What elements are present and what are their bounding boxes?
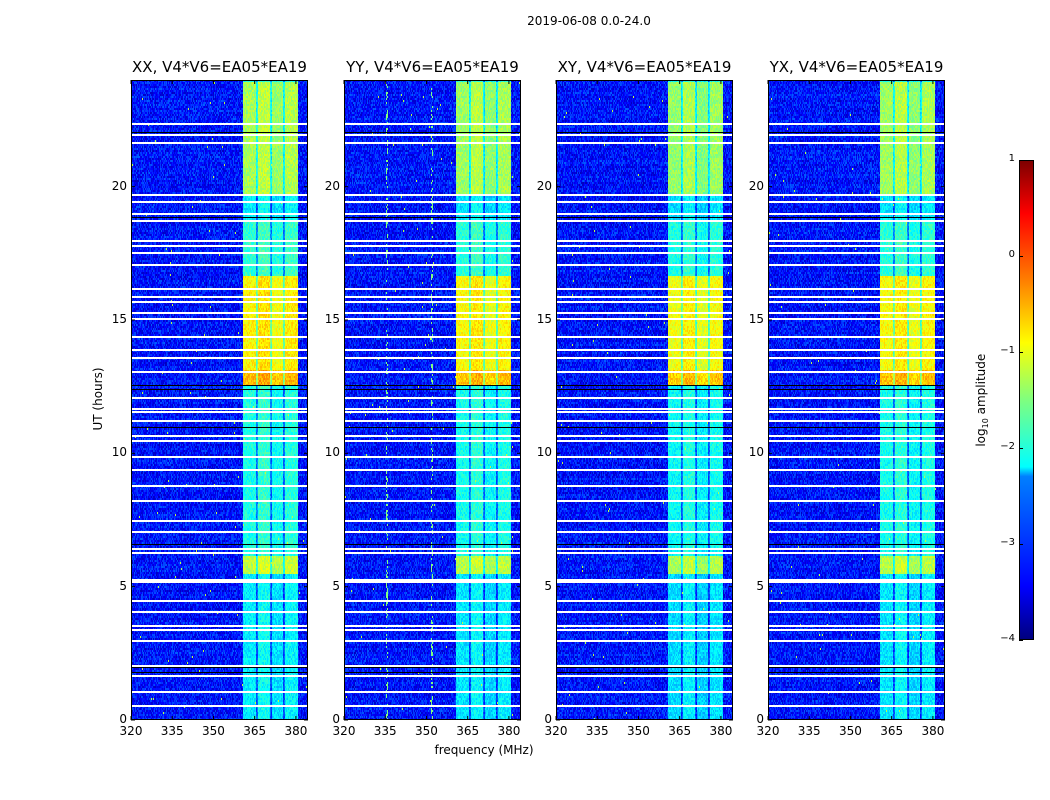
waterfall-panel-2: 320 335 350 365 380 0 5 10 15 20 [537, 80, 733, 738]
heatmap-image [131, 80, 308, 720]
y-tick-label: 10 [536, 445, 552, 460]
x-tick-label: 350 [202, 724, 225, 738]
x-tick-label: 350 [627, 724, 650, 738]
x-tick-label: 380 [284, 724, 308, 738]
colorbar-tick-label: 0 [1008, 249, 1015, 260]
x-tick-label: 335 [373, 724, 397, 738]
y-tick-label: 0 [756, 712, 764, 726]
axes-frame [344, 80, 521, 720]
x-tick-label: 365 [880, 724, 904, 738]
colorbar-tick-mark [1019, 544, 1023, 545]
x-tick-label: 320 [332, 724, 356, 738]
heatmap-image [344, 80, 521, 720]
y-tick-label: 20 [111, 178, 127, 193]
figure-title: 2019-06-08 0.0-24.0 [527, 14, 651, 28]
heatmap-image [768, 80, 945, 720]
x-tick-label: 320 [756, 724, 780, 738]
y-tick-label: 5 [544, 578, 552, 593]
y-tick-label: 5 [119, 578, 127, 593]
y-axis-label: UT (hours) [91, 367, 105, 431]
colorbar-tick-label: −3 [1000, 537, 1015, 548]
x-tick-label: 365 [668, 724, 692, 738]
x-tick-label: 335 [160, 724, 184, 738]
x-tick-label: 365 [456, 724, 480, 738]
y-tick-label: 20 [748, 178, 764, 193]
x-tick-label: 350 [839, 724, 862, 738]
y-tick-label: 20 [324, 178, 340, 193]
colorbar-label: log10 amplitude [973, 353, 991, 447]
colorbar-tick-label: 1 [1008, 153, 1015, 164]
heatmap-image [556, 80, 733, 720]
y-tick-label: 0 [332, 712, 340, 726]
x-tick-label: 335 [585, 724, 609, 738]
x-tick-label: 380 [709, 724, 733, 738]
waterfall-panel-0: 320 335 350 365 380 0 5 10 15 20 [112, 80, 308, 738]
x-tick-label: 365 [243, 724, 267, 738]
colorbar-tick-mark [1019, 448, 1023, 449]
x-tick-label: 320 [544, 724, 568, 738]
colorbar-tick-mark [1019, 640, 1023, 641]
x-axis-label: frequency (MHz) [434, 743, 534, 757]
axes-frame [131, 80, 308, 720]
x-tick-label: 320 [119, 724, 143, 738]
x-tick-label: 350 [415, 724, 438, 738]
panel-title: XX, V4*V6=EA05*EA19 [132, 58, 307, 76]
y-tick-label: 10 [111, 445, 127, 460]
y-tick-label: 15 [536, 312, 552, 326]
y-tick-label: 0 [119, 712, 127, 726]
waterfall-panel-1: 320 335 350 365 380 0 5 10 15 20 [325, 80, 521, 738]
colorbar-tick-mark [1019, 256, 1023, 257]
y-tick-label: 10 [748, 445, 764, 460]
colorbar-tick-label: −4 [1000, 633, 1015, 644]
y-tick-label: 15 [748, 312, 764, 326]
axes-frame [768, 80, 945, 720]
colorbar [1019, 160, 1034, 640]
panel-title: YY, V4*V6=EA05*EA19 [346, 58, 519, 76]
colorbar-tick-label: −2 [1000, 441, 1015, 452]
x-tick-label: 335 [797, 724, 821, 738]
y-tick-label: 15 [111, 312, 127, 326]
y-tick-label: 5 [332, 578, 340, 593]
colorbar-tick-mark [1019, 160, 1023, 161]
x-tick-label: 380 [497, 724, 521, 738]
colorbar-tick-mark [1019, 352, 1023, 353]
axes-frame [556, 80, 733, 720]
y-tick-label: 20 [536, 178, 552, 193]
x-tick-label: 380 [921, 724, 945, 738]
waterfall-panel-3: 320 335 350 365 380 0 5 10 15 20 [749, 80, 945, 738]
y-tick-label: 5 [756, 578, 764, 593]
panel-title: YX, V4*V6=EA05*EA19 [769, 58, 944, 76]
y-tick-label: 10 [324, 445, 340, 460]
panel-title: XY, V4*V6=EA05*EA19 [557, 58, 732, 76]
y-tick-label: 0 [544, 712, 552, 726]
y-tick-label: 15 [324, 312, 340, 326]
colorbar-tick-label: −1 [1000, 345, 1015, 356]
